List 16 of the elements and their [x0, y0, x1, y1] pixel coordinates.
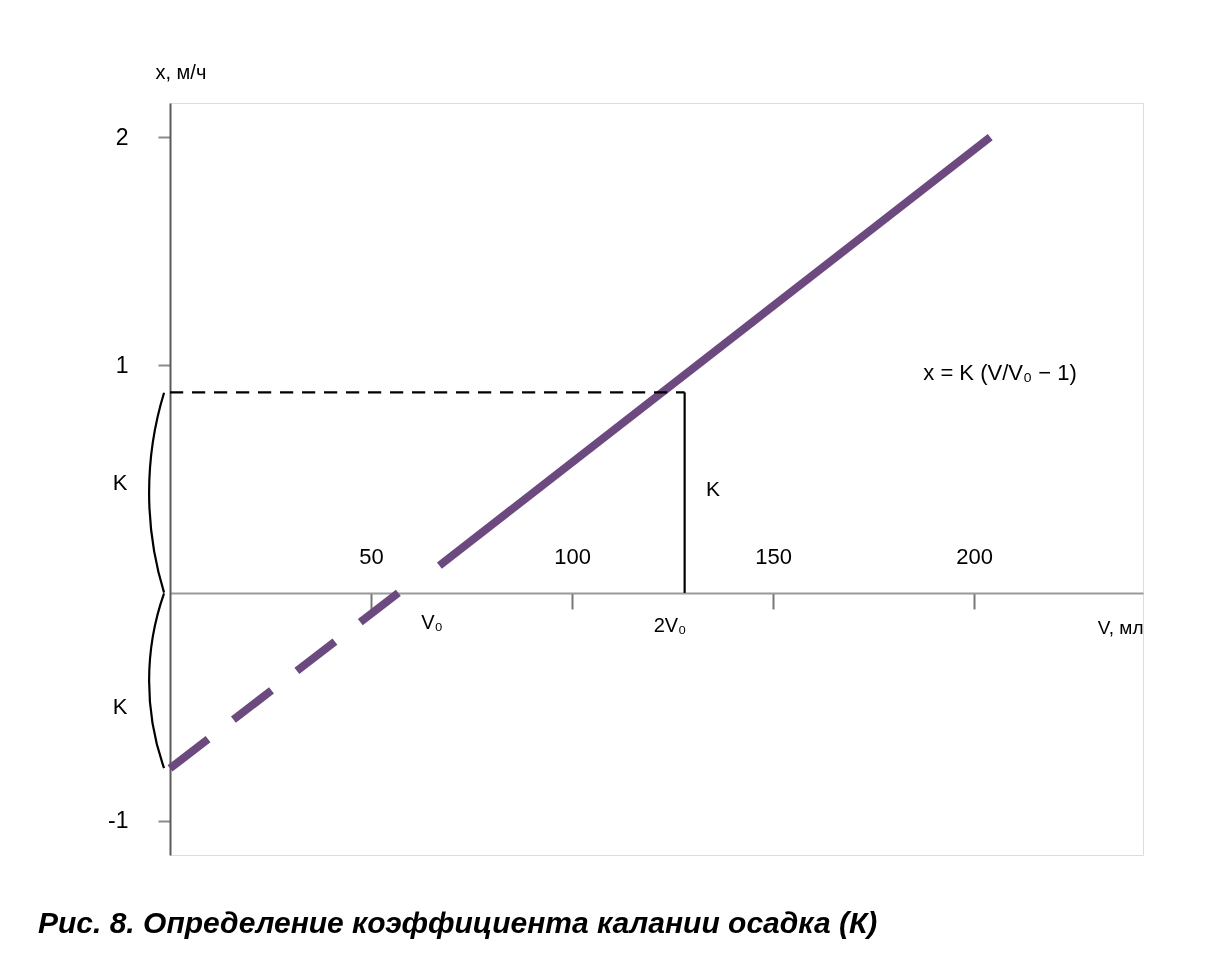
text: K [112, 470, 128, 495]
text: K [112, 694, 128, 719]
y-axis-title: x, м/ч [155, 60, 207, 83]
annotation: V₀ [421, 611, 443, 633]
annotation: 2V₀ [653, 614, 687, 636]
annotation: x = K (V/V₀ − 1) [923, 360, 1077, 385]
x-axis-title: V, мл [1097, 617, 1144, 639]
annotation: K [705, 477, 721, 500]
text: Рис. 8. Определение коэффициента калании осадка (К) [38, 906, 878, 939]
x-tick-label: 150 [755, 544, 792, 570]
y-tick-label: 2 [115, 123, 129, 150]
x-tick-label: 100 [554, 544, 591, 570]
y-tick-label: -1 [108, 807, 129, 834]
x-tick-label: 200 [956, 544, 993, 570]
x-tick-label: 50 [359, 544, 384, 570]
y-tick-label: 1 [115, 351, 129, 378]
